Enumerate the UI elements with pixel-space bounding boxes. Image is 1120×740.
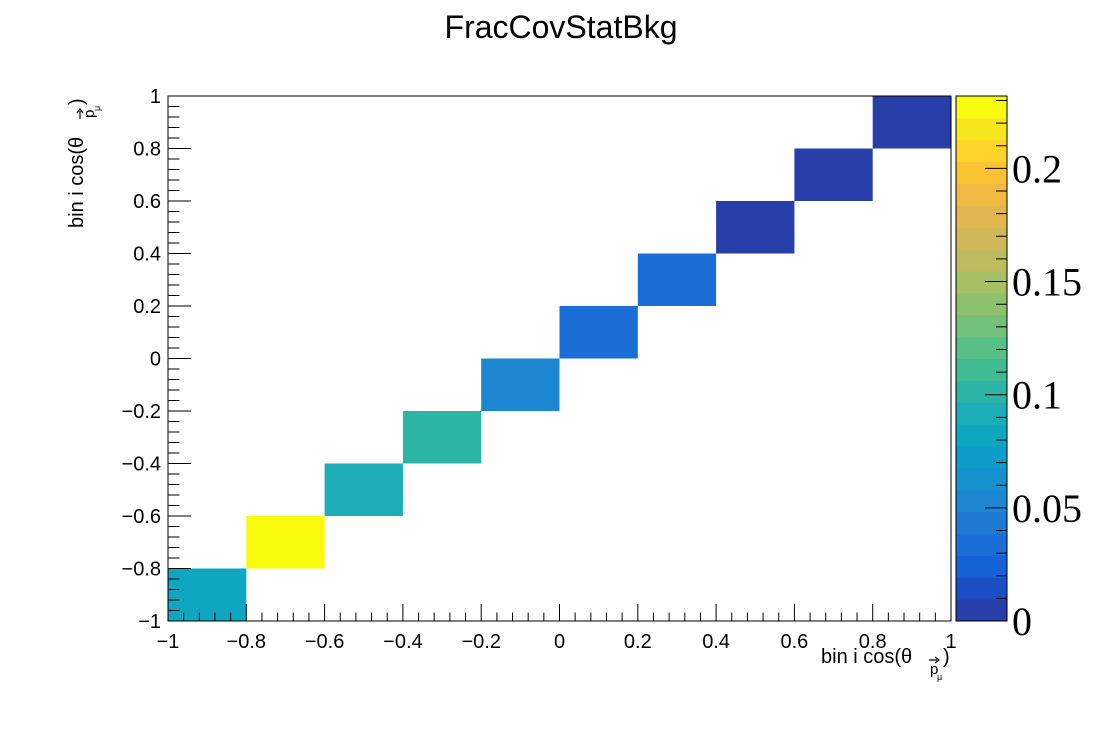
x-tick-labels: −1 −0.8 −0.6 −0.4 −0.2 0 0.2 0.4 0.6 0.8 1 — [157, 631, 957, 653]
colorbar-segment — [956, 205, 1007, 228]
x-axis-label: bin i cos(θ p μ ) — [821, 646, 950, 682]
heatmap-cell-3 — [402, 411, 482, 464]
colorbar-segment — [956, 577, 1007, 600]
colorbar-tick-label: 0.2 — [1012, 146, 1062, 191]
x-tick-label: 0.2 — [624, 631, 652, 653]
colorbar-frame — [955, 95, 1008, 622]
y-tick-label: −0.4 — [122, 454, 161, 476]
svg-text:bin i cos(θ: bin i cos(θ — [66, 137, 88, 228]
y-tick-label: −0.2 — [122, 401, 161, 423]
colorbar-segment — [956, 271, 1007, 294]
heatmap-cell-7 — [716, 201, 795, 254]
axis-ticks — [167, 95, 952, 622]
y-tick-label: −1 — [138, 611, 161, 633]
heatmap-cell-9 — [872, 96, 951, 149]
y-axis-label-subsubscript: μ — [92, 106, 102, 111]
colorbar-segment — [956, 314, 1007, 338]
colorbar-segment — [956, 424, 1007, 447]
y-tick-label: −0.6 — [122, 506, 161, 528]
x-tick-label: 0.6 — [780, 631, 808, 653]
colorbar-tick-label: 0.05 — [1012, 486, 1082, 531]
heatmap-cell-4 — [481, 358, 560, 411]
colorbar-segment — [956, 161, 1007, 184]
colorbar-segment — [956, 292, 1007, 316]
colorbar-segment — [956, 555, 1007, 578]
colorbar-tick-labels: 0 0.05 0.1 0.15 0.2 — [1012, 146, 1082, 644]
heatmap-cell-0 — [168, 568, 247, 621]
colorbar-segment — [956, 467, 1007, 491]
colorbar-tick-label: 0.1 — [1012, 373, 1062, 418]
svg-text:bin i cos(θ: bin i cos(θ — [821, 646, 912, 668]
heatmap-cell-2 — [324, 463, 403, 516]
colorbar-segment — [956, 358, 1007, 381]
x-axis-label-text: bin i cos(θ — [821, 646, 912, 668]
y-tick-label: 0 — [150, 349, 161, 371]
colorbar-segment — [956, 533, 1007, 556]
x-tick-label: −0.6 — [305, 631, 344, 653]
colorbar-tick-label: 0 — [1012, 599, 1032, 644]
heatmap-cell-8 — [794, 148, 873, 201]
y-tick-label: 0.2 — [133, 296, 161, 318]
x-tick-label: 0.8 — [859, 631, 887, 653]
colorbar-segment — [956, 336, 1007, 359]
colorbar-tick-marks — [985, 100, 1007, 622]
y-axis-label-close: ) — [66, 98, 88, 105]
y-tick-label: 1 — [150, 86, 161, 108]
heatmap-cell-1 — [246, 516, 325, 569]
chart-title: FracCovStatBkg — [445, 9, 678, 45]
y-axis-label-text: bin i cos(θ — [66, 137, 88, 228]
x-tick-label: −1 — [157, 631, 180, 653]
axis-tick-marks — [167, 95, 952, 622]
colorbar-segment — [956, 599, 1007, 622]
colorbar-segment — [956, 139, 1007, 163]
colorbar-segment — [956, 402, 1007, 425]
colorbar-segment — [956, 380, 1007, 403]
x-axis-label-subscript: p — [930, 661, 938, 678]
y-tick-labels: −1 −0.8 −0.6 −0.4 −0.2 0 0.2 0.4 0.6 0.8 1 — [122, 86, 161, 633]
colorbar-ticks — [985, 100, 1007, 622]
x-tick-label: 1 — [945, 631, 956, 653]
colorbar-segment — [956, 446, 1007, 469]
x-tick-label: 0 — [554, 631, 565, 653]
x-tick-label: −0.2 — [461, 631, 500, 653]
colorbar-segment — [956, 96, 1007, 119]
x-tick-label: −0.8 — [227, 631, 266, 653]
x-axis-label-vector-arrow — [929, 656, 940, 664]
x-tick-label: 0.4 — [702, 631, 730, 653]
colorbar-segment — [956, 249, 1007, 272]
colorbar-segment — [956, 227, 1007, 250]
heatmap-cell-5 — [559, 306, 638, 359]
colorbar — [956, 96, 1007, 622]
colorbar-segment — [956, 489, 1007, 513]
y-axis-label: bin i cos(θ p μ ) — [66, 98, 102, 228]
x-axis-label-close: ) — [943, 646, 950, 668]
y-tick-label: 0.8 — [133, 139, 161, 161]
colorbar-segment — [956, 183, 1007, 206]
colorbar-segment — [956, 511, 1007, 534]
x-axis-label-subsubscript: μ — [937, 672, 942, 682]
colorbar-tick-label: 0.15 — [1012, 260, 1082, 305]
colorbar-segment — [956, 117, 1007, 141]
y-tick-label: 0.4 — [133, 244, 161, 266]
heatmap-cells — [168, 96, 951, 621]
y-tick-label: 0.6 — [133, 191, 161, 213]
y-tick-label: −0.8 — [122, 559, 161, 581]
heatmap-cell-6 — [637, 253, 717, 306]
y-axis-label-subscript: p — [81, 110, 98, 118]
x-tick-label: −0.4 — [383, 631, 422, 653]
y-axis-label-vector-arrow — [76, 108, 84, 119]
